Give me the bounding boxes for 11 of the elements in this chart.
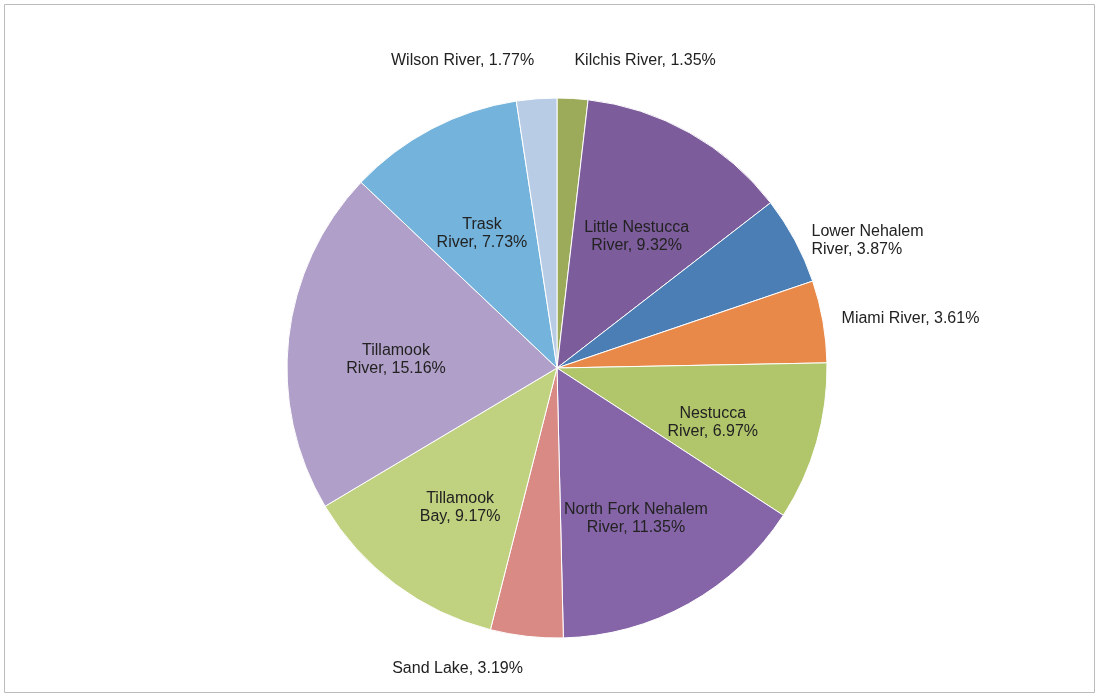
slice-label: North Fork Nehalem River, 11.35%: [563, 500, 708, 536]
slice-label: Tillamook River, 15.16%: [346, 341, 446, 377]
slice-label: Nestucca River, 6.97%: [667, 403, 759, 439]
slice-label: Kilchis River, 1.35%: [574, 51, 716, 69]
slice-label: Tillamook Bay, 9.17%: [419, 488, 501, 524]
slice-label: Miami River, 3.61%: [841, 309, 980, 327]
slice-label: Sand Lake, 3.19%: [392, 659, 523, 677]
slice-label: Little Nestucca River, 9.32%: [584, 217, 690, 253]
slice-label: Trask River, 7.73%: [436, 215, 528, 251]
slice-label: Wilson River, 1.77%: [390, 51, 535, 69]
slice-label: Lower Nehalem River, 3.87%: [811, 222, 924, 258]
